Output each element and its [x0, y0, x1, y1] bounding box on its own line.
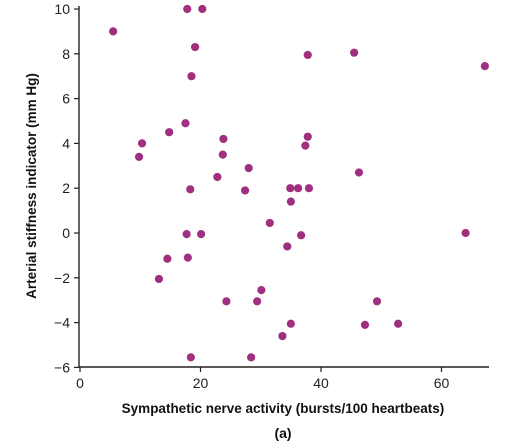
data-point — [187, 72, 196, 81]
data-point — [240, 186, 250, 195]
data-point — [186, 185, 195, 194]
data-point — [197, 230, 206, 239]
x-tick-label: 40 — [313, 375, 329, 391]
y-tick-label: 0 — [62, 225, 70, 241]
y-axis-title: Arterial stiffness indicator (mm Hg) — [24, 73, 39, 299]
data-point — [461, 228, 470, 238]
data-point — [278, 331, 287, 341]
data-point — [134, 152, 144, 161]
data-point — [190, 42, 200, 52]
data-point — [303, 50, 312, 60]
y-tick-label: 6 — [62, 91, 70, 107]
data-point — [183, 4, 192, 14]
y-tick-label: −2 — [54, 270, 70, 286]
data-point — [181, 119, 190, 128]
data-point — [283, 242, 292, 251]
data-point — [219, 134, 228, 144]
axes — [78, 6, 489, 368]
data-point — [304, 184, 314, 193]
data-point — [186, 353, 195, 362]
data-point — [247, 353, 256, 362]
data-point — [286, 319, 295, 328]
data-point — [297, 231, 306, 240]
data-point — [165, 128, 174, 137]
data-point — [183, 253, 192, 262]
data-point — [244, 163, 253, 173]
y-tick-label: 10 — [54, 1, 70, 17]
data-point — [372, 297, 382, 306]
x-tick-label: 0 — [76, 375, 84, 391]
x-tick-label: 60 — [434, 375, 450, 391]
data-point — [137, 139, 147, 148]
panel-label: (a) — [274, 425, 291, 441]
data-point — [253, 297, 262, 306]
data-point — [394, 319, 403, 328]
y-tick-label: −4 — [54, 315, 70, 331]
data-point — [182, 230, 191, 239]
data-point — [222, 297, 231, 306]
y-tick-label: 8 — [62, 46, 70, 62]
data-point — [360, 320, 370, 329]
data-point — [265, 218, 274, 228]
data-point — [257, 286, 266, 295]
data-point — [109, 27, 118, 36]
data-point — [163, 254, 172, 263]
data-point — [286, 184, 295, 193]
x-axis-title: Sympathetic nerve activity (bursts/100 h… — [122, 401, 445, 416]
data-point — [154, 274, 164, 284]
y-tick-label: 4 — [62, 135, 70, 151]
data-point — [213, 172, 222, 182]
data-point — [286, 197, 295, 206]
ticks: 0 20 40 60 −6 −4 −2 0 2 4 6 8 10 — [54, 1, 449, 391]
y-tick-label: 2 — [62, 180, 70, 196]
data-point — [480, 62, 489, 71]
x-tick-label: 20 — [193, 375, 209, 391]
data-points — [109, 4, 489, 362]
data-point — [354, 168, 364, 177]
data-point — [218, 150, 227, 159]
data-point — [301, 141, 310, 150]
data-point — [198, 4, 207, 14]
y-tick-label: −6 — [54, 359, 70, 375]
data-point — [350, 48, 359, 57]
data-point — [294, 184, 303, 193]
data-point — [303, 132, 312, 141]
